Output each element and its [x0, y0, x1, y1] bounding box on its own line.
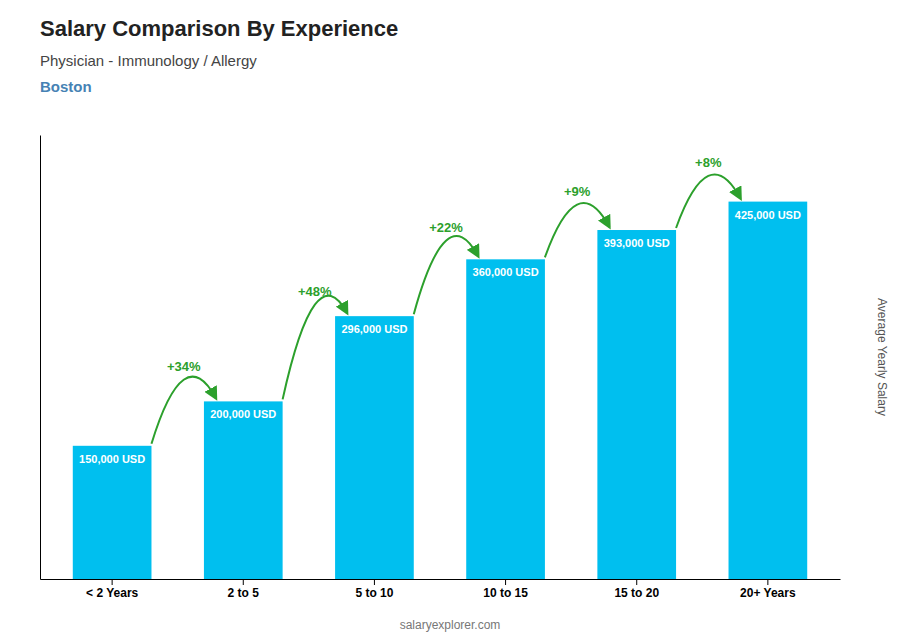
data-labels: 150,000 USD 200,000 USD 296,000 USD 360,000…	[79, 209, 801, 465]
plot: < 2 Years 2 to 5 5 to 10 10 to 15 15 to 20 20…	[41, 136, 841, 600]
x-tick-label: 5 to 10	[355, 586, 393, 600]
x-axis: < 2 Years 2 to 5 5 to 10 10 to 15 15 to 20 20…	[41, 579, 841, 600]
x-tick-mark	[374, 579, 375, 585]
annotation: +8%	[695, 155, 722, 170]
chart-container: Salary Comparison By Experience Physician…	[0, 0, 900, 641]
annotation: +22%	[429, 220, 463, 235]
data-label: 425,000 USD	[735, 209, 801, 221]
annotation: +34%	[167, 359, 201, 374]
annotation: +48%	[298, 284, 332, 299]
data-label: 393,000 USD	[604, 237, 670, 249]
bar	[597, 230, 676, 579]
x-tick: 15 to 20	[614, 579, 659, 600]
data-label: 200,000 USD	[210, 408, 276, 420]
annotations: +34% +48% +22% +9% +8%	[151, 155, 740, 444]
y-axis	[40, 136, 41, 580]
growth-arrow	[676, 175, 740, 229]
annotation: +9%	[564, 184, 591, 199]
x-tick: 10 to 15	[483, 579, 528, 600]
x-tick: 20+ Years	[740, 579, 796, 600]
data-label: 150,000 USD	[79, 453, 145, 465]
data-label: 360,000 USD	[473, 266, 539, 278]
x-tick-label: 2 to 5	[228, 586, 260, 600]
x-tick-mark	[112, 579, 113, 585]
bar	[466, 259, 545, 579]
growth-arrow	[545, 203, 609, 257]
bar	[729, 202, 808, 579]
chart: Salary Comparison By Experience Physician…	[0, 0, 900, 641]
growth-arrow	[414, 236, 478, 314]
x-tick-label: 20+ Years	[740, 586, 796, 600]
x-tick: < 2 Years	[86, 579, 138, 600]
x-tick-mark	[767, 579, 768, 585]
bar	[204, 401, 283, 579]
x-tick: 5 to 10	[355, 579, 393, 600]
bar	[73, 446, 152, 579]
x-tick-mark	[636, 579, 637, 585]
subtitle: Physician - Immunology / Allergy	[40, 52, 257, 69]
x-axis-line	[41, 579, 841, 580]
subtitle: Boston	[40, 78, 92, 95]
data-label: 296,000 USD	[341, 323, 407, 335]
title: Salary Comparison By Experience	[40, 16, 398, 41]
x-tick-label: 10 to 15	[483, 586, 528, 600]
x-tick-mark	[243, 579, 244, 585]
x-tick-mark	[505, 579, 506, 585]
x-tick-label: < 2 Years	[86, 586, 138, 600]
x-tick: 2 to 5	[228, 579, 260, 600]
x-tick-label: 15 to 20	[614, 586, 659, 600]
bar	[335, 316, 414, 579]
bars	[73, 202, 807, 579]
y-axis-title: Average Yearly Salary	[875, 298, 889, 416]
source: salaryexplorer.com	[400, 618, 501, 632]
growth-arrow	[283, 296, 347, 400]
growth-arrow	[151, 377, 215, 444]
y-axis-line	[40, 136, 41, 580]
